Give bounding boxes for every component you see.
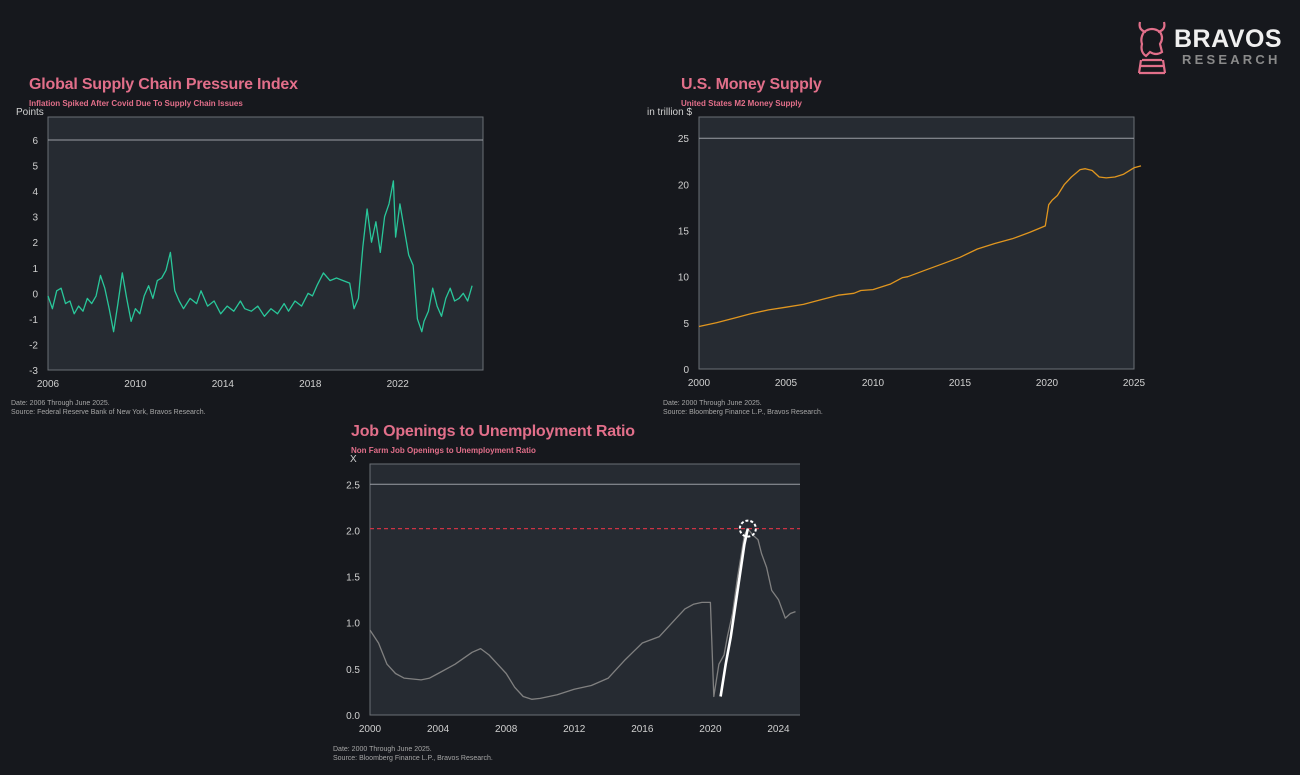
y-tick-label: 3: [32, 213, 38, 224]
series-line: [698, 165, 1142, 328]
plot-area: [47, 116, 484, 371]
y-tick-label: 20: [678, 180, 690, 191]
y-tick-label: -2: [29, 340, 38, 351]
x-tick-label: 2016: [631, 724, 654, 735]
y-tick-label: 25: [678, 134, 690, 145]
x-tick-label: 2025: [1123, 378, 1146, 389]
y-axis-label: Points: [16, 107, 44, 118]
y-tick-label: 1: [32, 264, 38, 275]
footnote-source: Source: Bloomberg Finance L.P., Bravos R…: [663, 409, 823, 416]
x-tick-label: 2006: [37, 379, 60, 390]
y-tick-label: 4: [32, 187, 38, 198]
chart-title: Global Supply Chain Pressure Index: [29, 76, 298, 93]
chart-footnote: Date: 2000 Through June 2025. Source: Bl…: [663, 399, 823, 417]
footnote-source: Source: Bloomberg Finance L.P., Bravos R…: [333, 755, 493, 762]
brand-tagline: RESEARCH: [1182, 52, 1281, 67]
y-tick-label: -1: [29, 315, 38, 326]
y-tick-label: 2.5: [346, 480, 360, 491]
x-tick-label: 2014: [212, 379, 235, 390]
x-tick-label: 2020: [1036, 378, 1059, 389]
x-tick-label: 2020: [699, 724, 722, 735]
series-line: [369, 527, 796, 700]
y-tick-label: -3: [29, 366, 38, 377]
x-tick-label: 2000: [359, 724, 382, 735]
y-tick-label: 5: [32, 162, 38, 173]
supply-chain-chart: Points 6 5 4 3 2 1 0 -1 -2 -3 2006 2010 2014 2018 2022: [16, 107, 484, 390]
chart-title: Job Openings to Unemployment Ratio: [351, 423, 635, 440]
x-tick-label: 2012: [563, 724, 586, 735]
x-tick-label: 2010: [862, 378, 885, 389]
x-tick-label: 2000: [688, 378, 711, 389]
y-tick-label: 2: [32, 238, 38, 249]
bravos-logo: BRAVOS RESEARCH: [1134, 16, 1284, 82]
footnote-source: Source: Federal Reserve Bank of New York…: [11, 409, 206, 416]
y-tick-label: 10: [678, 273, 690, 284]
chart-subtitle: Non Farm Job Openings to Unemployment Ra…: [351, 446, 536, 455]
x-tick-label: 2008: [495, 724, 518, 735]
x-tick-label: 2024: [767, 724, 790, 735]
x-tick-label: 2010: [124, 379, 147, 390]
y-axis-label: X: [350, 454, 357, 465]
chart-footnote: Date: 2006 Through June 2025. Source: Fe…: [11, 399, 206, 417]
highlight-series-line: [719, 528, 750, 697]
x-tick-label: 2022: [387, 379, 410, 390]
job-ratio-chart: X 2.5 2.0 1.5 1.0 0.5 0.0 2000 2004 2008 2012 2016 2…: [346, 454, 800, 735]
y-tick-label: 0: [683, 365, 689, 376]
chart-subtitle: United States M2 Money Supply: [681, 99, 802, 108]
x-tick-label: 2015: [949, 378, 972, 389]
y-tick-label: 2.0: [346, 526, 360, 537]
y-tick-label: 1.5: [346, 573, 360, 584]
chart-footnote: Date: 2000 Through June 2025. Source: Bl…: [333, 745, 493, 763]
y-tick-label: 0.5: [346, 665, 360, 676]
footnote-date: Date: 2000 Through June 2025.: [663, 400, 762, 407]
brand-name: BRAVOS: [1174, 25, 1283, 53]
chart-title: U.S. Money Supply: [681, 76, 822, 93]
x-tick-label: 2018: [299, 379, 322, 390]
y-tick-label: 1.0: [346, 619, 360, 630]
y-axis-label: in trillion $: [647, 107, 692, 118]
y-tick-label: 5: [683, 319, 689, 330]
plot-area: [369, 463, 800, 716]
plot-area: [698, 116, 1135, 370]
y-tick-label: 15: [678, 227, 690, 238]
footnote-date: Date: 2006 Through June 2025.: [11, 400, 110, 407]
series-line: [47, 180, 473, 333]
y-tick-label: 0: [32, 289, 38, 300]
x-tick-label: 2005: [775, 378, 798, 389]
footnote-date: Date: 2000 Through June 2025.: [333, 746, 432, 753]
y-tick-label: 0.0: [346, 711, 360, 722]
x-tick-label: 2004: [427, 724, 450, 735]
chart-subtitle: Inflation Spiked After Covid Due To Supp…: [29, 99, 243, 108]
y-tick-label: 6: [32, 136, 38, 147]
bull-knight-icon: [1137, 21, 1167, 75]
